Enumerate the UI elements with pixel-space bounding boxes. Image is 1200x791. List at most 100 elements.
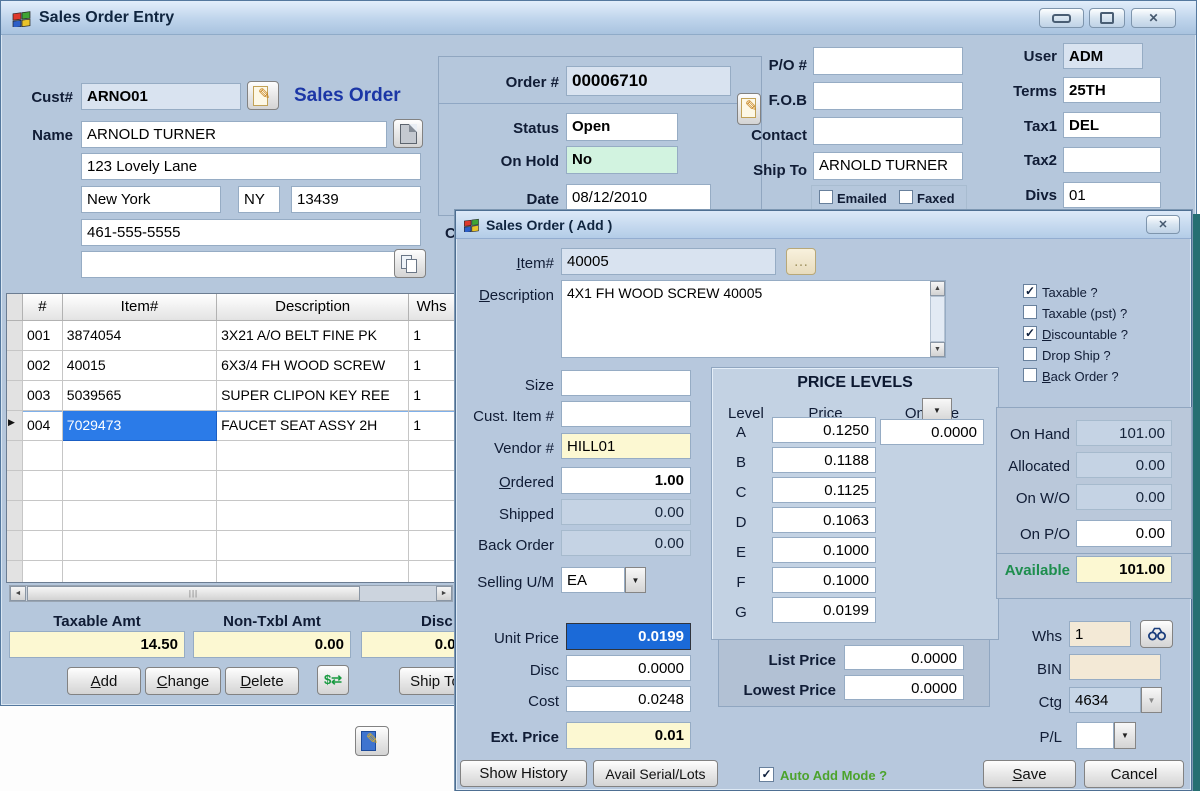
grid-header-desc[interactable]: Description: [217, 294, 410, 321]
order-number-field[interactable]: 00006710: [566, 66, 731, 96]
pricing-button[interactable]: $⇄: [317, 665, 349, 695]
grid-horizontal-scrollbar[interactable]: ◄ ||| ►: [9, 585, 453, 602]
show-history-button[interactable]: Show History: [460, 760, 587, 787]
order-note-button[interactable]: ✎: [737, 93, 761, 125]
divs-field[interactable]: 01: [1063, 182, 1161, 208]
price-level-field[interactable]: 0.1063: [772, 507, 876, 533]
close-button[interactable]: ✕: [1131, 8, 1176, 28]
ordered-field[interactable]: 1.00: [561, 467, 691, 494]
unit-price-field[interactable]: 0.0199: [566, 623, 691, 650]
desc-scroll-down-button[interactable]: ▼: [930, 342, 945, 357]
price-level-field[interactable]: 0.1000: [772, 567, 876, 593]
city-field[interactable]: New York: [81, 186, 221, 213]
save-button[interactable]: Save: [983, 760, 1076, 788]
whs-field[interactable]: 1: [1069, 621, 1131, 647]
pl-dropdown-icon[interactable]: ▼: [1114, 722, 1136, 749]
price-level-field[interactable]: 0.1125: [772, 477, 876, 503]
ctg-field[interactable]: 4634: [1069, 687, 1141, 713]
tax2-field[interactable]: [1063, 147, 1161, 173]
auto-add-mode-checkbox[interactable]: ✓: [759, 767, 774, 782]
cancel-button[interactable]: Cancel: [1084, 760, 1184, 788]
selling-uom-field[interactable]: EA: [561, 567, 625, 593]
pl-field[interactable]: [1076, 722, 1114, 749]
copy-address-button[interactable]: [394, 249, 426, 278]
emailed-checkbox[interactable]: [819, 190, 833, 204]
shipto-field[interactable]: ARNOLD TURNER: [813, 152, 963, 180]
date-field[interactable]: 08/12/2010: [566, 184, 711, 212]
edit-note-button[interactable]: ✎: [355, 726, 389, 756]
name-note-button[interactable]: [393, 119, 423, 148]
po-field[interactable]: [813, 47, 963, 75]
drop-ship-checkbox[interactable]: [1023, 347, 1037, 361]
add-button[interactable]: Add: [67, 667, 141, 695]
state-field[interactable]: NY: [238, 186, 280, 213]
minimize-button[interactable]: [1039, 8, 1084, 28]
address-field[interactable]: 123 Lovely Lane: [81, 153, 421, 180]
order-lines-grid[interactable]: # Item# Description Whs 001 3874054 3X21…: [6, 293, 456, 583]
cust-edit-button[interactable]: ✎: [247, 81, 279, 110]
desc-scroll-up-button[interactable]: ▲: [930, 281, 945, 296]
back-order-checkbox[interactable]: [1023, 368, 1037, 382]
empty-row[interactable]: [7, 531, 455, 561]
delete-button[interactable]: Delete: [225, 667, 299, 695]
selling-uom-dropdown-icon[interactable]: ▼: [625, 567, 646, 593]
table-row-selected[interactable]: ▶ 004 7029473 FAUCET SEAT ASSY 2H 1: [7, 411, 455, 441]
dialog-titlebar[interactable]: Sales Order ( Add ): [456, 211, 1191, 239]
desc-scrollbar-track[interactable]: [930, 296, 945, 342]
table-row[interactable]: 003 5039565 SUPER CLIPON KEY REE 1: [7, 381, 455, 411]
row-selector-arrow[interactable]: ▶: [7, 411, 23, 441]
bin-field[interactable]: [1069, 654, 1161, 680]
grid-header-whs[interactable]: Whs: [409, 294, 455, 321]
terms-field[interactable]: 25TH: [1063, 77, 1161, 103]
onpo-field[interactable]: 0.00: [1076, 520, 1172, 547]
scroll-left-button[interactable]: ◄: [10, 586, 26, 601]
price-level-field[interactable]: 0.1188: [772, 447, 876, 473]
avail-serial-lots-button[interactable]: Avail Serial/Lots: [593, 760, 718, 787]
taxable-pst-checkbox[interactable]: [1023, 305, 1037, 319]
selected-cell[interactable]: 7029473: [62, 411, 218, 441]
ctg-dropdown-icon[interactable]: ▼: [1141, 687, 1162, 713]
tax1-field[interactable]: DEL: [1063, 112, 1161, 138]
status-field[interactable]: Open: [566, 113, 678, 141]
onhold-field[interactable]: No: [566, 146, 678, 174]
zip-field[interactable]: 13439: [291, 186, 421, 213]
onsale-price-field[interactable]: 0.0000: [880, 419, 984, 445]
onsale-dropdown-icon[interactable]: ▼: [922, 398, 952, 423]
empty-row[interactable]: [7, 471, 455, 501]
grid-header-num[interactable]: #: [22, 294, 63, 321]
disc-field[interactable]: 0.0000: [566, 655, 691, 681]
maximize-button[interactable]: [1089, 8, 1125, 28]
vendor-field[interactable]: HILL01: [561, 433, 691, 459]
description-textarea[interactable]: 4X1 FH WOOD SCREW 40005: [561, 280, 946, 358]
scroll-right-button[interactable]: ►: [436, 586, 452, 601]
grid-header-item[interactable]: Item#: [62, 294, 218, 321]
discountable-checkbox[interactable]: ✓: [1023, 326, 1037, 340]
item-number-field[interactable]: 40005: [561, 248, 776, 275]
extra-address-field[interactable]: [81, 251, 421, 278]
cust-number-field[interactable]: ARNO01: [81, 83, 241, 110]
cost-field[interactable]: 0.0248: [566, 686, 691, 712]
contact-field[interactable]: [813, 117, 963, 145]
cust-item-field[interactable]: [561, 401, 691, 427]
fob-field[interactable]: [813, 82, 963, 110]
table-row[interactable]: 002 40015 6X3/4 FH WOOD SCREW 1: [7, 351, 455, 381]
empty-row[interactable]: [7, 501, 455, 531]
list-price-field[interactable]: 0.0000: [844, 645, 964, 670]
name-field[interactable]: ARNOLD TURNER: [81, 121, 387, 148]
phone-field[interactable]: 461-555-5555: [81, 219, 421, 246]
price-level-field[interactable]: 0.1000: [772, 537, 876, 563]
user-field[interactable]: ADM: [1063, 43, 1143, 69]
dialog-close-button[interactable]: ✕: [1146, 215, 1180, 234]
scrollbar-thumb[interactable]: |||: [27, 586, 360, 601]
table-row[interactable]: 001 3874054 3X21 A/O BELT FINE PK 1: [7, 321, 455, 351]
whs-lookup-button[interactable]: [1140, 620, 1173, 648]
item-lookup-button[interactable]: …: [786, 248, 816, 275]
faxed-checkbox[interactable]: [899, 190, 913, 204]
price-level-field[interactable]: 0.0199: [772, 597, 876, 623]
taxable-checkbox[interactable]: ✓: [1023, 284, 1037, 298]
change-button[interactable]: Change: [145, 667, 221, 695]
empty-row[interactable]: [7, 561, 455, 582]
size-field[interactable]: [561, 370, 691, 396]
empty-row[interactable]: [7, 441, 455, 471]
window-titlebar[interactable]: Sales Order Entry: [1, 1, 1196, 35]
